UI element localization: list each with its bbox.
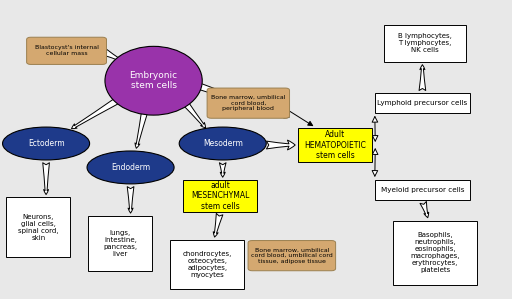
Text: Bone marrow, umbilical
cord blood,
peripheral blood: Bone marrow, umbilical cord blood, perip… xyxy=(211,95,286,112)
Text: Bone marrow, umbilical
cord blood, umbilical cord
tissue, adipose tissue: Bone marrow, umbilical cord blood, umbil… xyxy=(251,247,333,264)
Text: Lymphoid precursor cells: Lymphoid precursor cells xyxy=(377,100,467,106)
Text: Mesoderm: Mesoderm xyxy=(203,139,243,148)
FancyBboxPatch shape xyxy=(393,221,477,285)
Ellipse shape xyxy=(3,127,90,160)
FancyBboxPatch shape xyxy=(88,216,153,271)
Text: adult
MESENCHYMAL
stem cells: adult MESENCHYMAL stem cells xyxy=(191,181,249,211)
FancyBboxPatch shape xyxy=(170,240,245,289)
FancyBboxPatch shape xyxy=(248,240,336,271)
Text: Blastocyst's internal
cellular mass: Blastocyst's internal cellular mass xyxy=(35,45,98,56)
Text: Neurons,
glial cells,
spinal cord,
skin: Neurons, glial cells, spinal cord, skin xyxy=(18,214,59,241)
FancyBboxPatch shape xyxy=(207,88,289,118)
Text: Myeloid precursor cells: Myeloid precursor cells xyxy=(380,187,464,193)
Text: Ectoderm: Ectoderm xyxy=(28,139,65,148)
Text: Embryonic
stem cells: Embryonic stem cells xyxy=(130,71,178,90)
Text: chondrocytes,
osteocytes,
adipocytes,
myocytes: chondrocytes, osteocytes, adipocytes, my… xyxy=(183,251,232,278)
Text: Endoderm: Endoderm xyxy=(111,163,150,172)
Ellipse shape xyxy=(179,127,266,160)
FancyBboxPatch shape xyxy=(298,128,373,162)
FancyBboxPatch shape xyxy=(375,180,470,200)
FancyBboxPatch shape xyxy=(27,37,106,65)
Text: lungs,
intestine,
pancreas,
liver: lungs, intestine, pancreas, liver xyxy=(103,230,137,257)
FancyBboxPatch shape xyxy=(183,180,257,212)
Text: Adult
HEMATOPOIETIC
stem cells: Adult HEMATOPOIETIC stem cells xyxy=(305,130,366,160)
FancyBboxPatch shape xyxy=(384,25,466,62)
FancyBboxPatch shape xyxy=(6,197,71,257)
Ellipse shape xyxy=(87,151,174,184)
Ellipse shape xyxy=(105,46,202,115)
Text: B lymphocytes,
T lymphocytes,
NK cells: B lymphocytes, T lymphocytes, NK cells xyxy=(398,33,452,53)
FancyBboxPatch shape xyxy=(375,93,470,113)
Text: Basophils,
neutrophils,
eosinophils,
macrophages,
erythrocytes,
platelets: Basophils, neutrophils, eosinophils, mac… xyxy=(411,232,460,273)
